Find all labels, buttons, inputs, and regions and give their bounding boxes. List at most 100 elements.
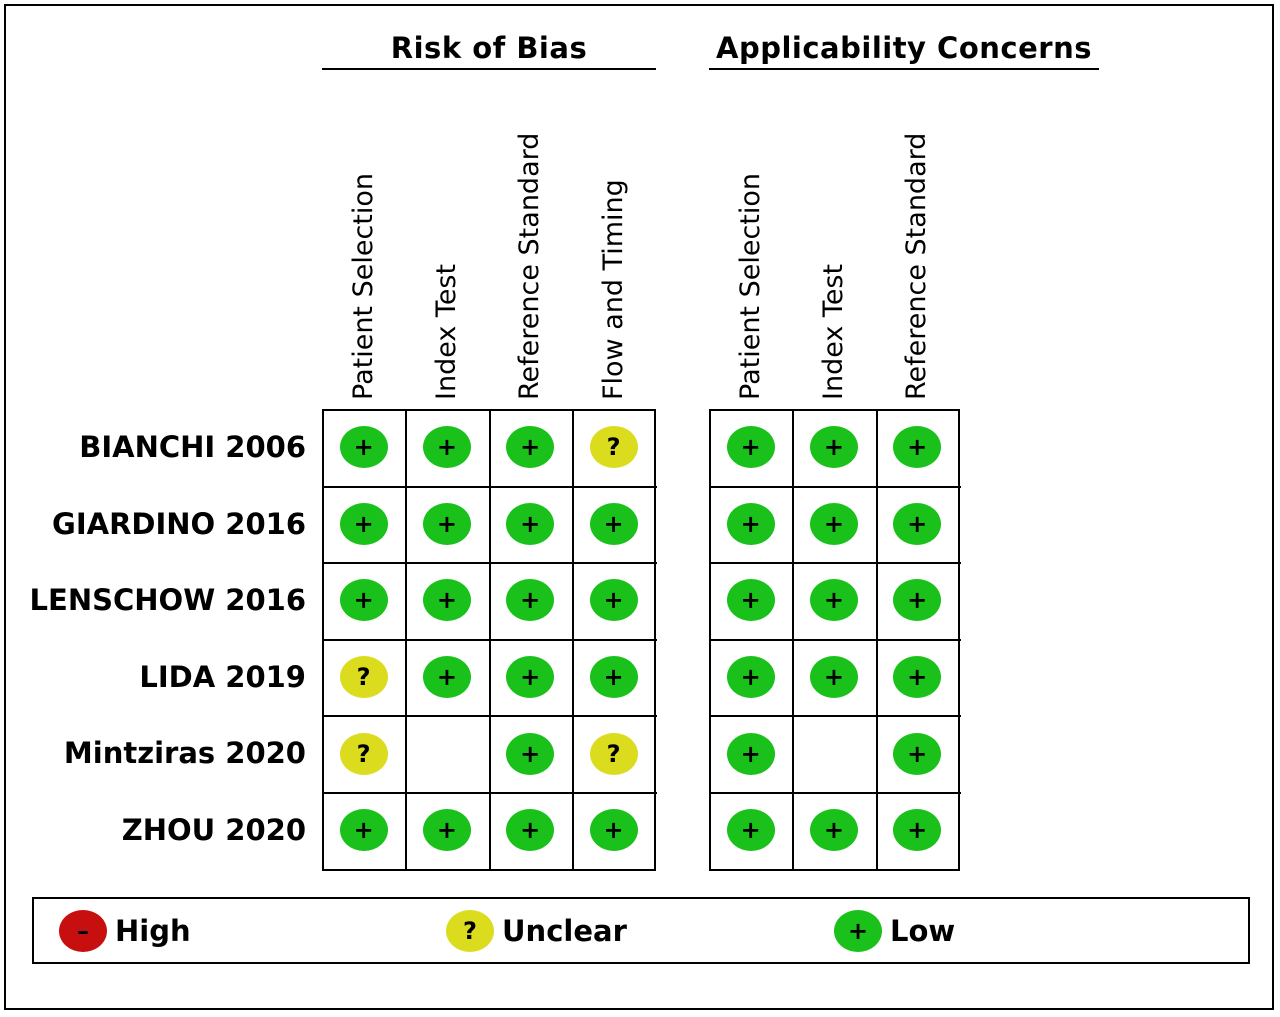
figure-border xyxy=(4,4,1274,1010)
judgement-unclear-icon-symbol: ? xyxy=(606,433,621,462)
applicability-cell: + xyxy=(711,717,795,794)
judgement-low-icon-symbol: + xyxy=(520,433,541,462)
judgement-low-icon-symbol: + xyxy=(740,433,761,462)
risk-of-bias-cell: + xyxy=(573,641,658,718)
judgement-low-icon: + xyxy=(726,502,775,545)
judgement-low-icon: + xyxy=(339,502,388,545)
risk-of-bias-cell: + xyxy=(407,487,491,565)
applicability-cell: + xyxy=(878,794,961,871)
judgement-low-icon: + xyxy=(726,656,775,699)
judgement-unclear-icon-symbol: ? xyxy=(606,739,621,768)
risk-of-bias-cell: + xyxy=(573,488,658,565)
applicability-cell: + xyxy=(711,487,795,565)
judgement-unclear-icon-symbol: ? xyxy=(356,739,371,768)
risk-of-bias-cell xyxy=(407,717,491,794)
applicability-cell: + xyxy=(711,564,795,641)
applicability-concerns-title: Applicability Concerns xyxy=(709,30,1099,70)
applicability-cell: + xyxy=(711,411,795,488)
judgement-low-icon: + xyxy=(726,732,775,775)
judgement-low-icon-symbol: + xyxy=(436,816,457,845)
judgement-low-icon-symbol: + xyxy=(823,509,844,538)
applicability-cell: + xyxy=(794,794,878,871)
legend-low-icon: + xyxy=(834,910,882,952)
column-header-label: Index Test xyxy=(817,263,849,400)
column-header-label: Patient Selection xyxy=(347,172,379,400)
judgement-low-icon: + xyxy=(893,809,942,852)
judgement-low-icon-symbol: + xyxy=(353,509,374,538)
applicability-cell: + xyxy=(877,411,961,488)
applicability-cell: + xyxy=(794,640,878,718)
applicability-cell: + xyxy=(794,564,878,641)
judgement-low-icon: + xyxy=(339,579,388,622)
column-header-label: Flow and Timing xyxy=(597,179,629,400)
judgement-unclear-icon: ? xyxy=(339,656,388,699)
applicability-concerns-underline xyxy=(709,68,1099,70)
judgement-low-icon: + xyxy=(726,809,775,852)
column-header-label: Index Test xyxy=(430,263,462,400)
legend-high-icon: – xyxy=(59,910,107,952)
risk-of-bias-underline xyxy=(322,68,656,70)
applicability-cell: + xyxy=(877,564,961,641)
judgement-low-icon-symbol: + xyxy=(520,663,541,692)
risk-of-bias-cell: + xyxy=(407,640,491,718)
judgement-low-icon: + xyxy=(809,502,858,545)
judgement-low-icon: + xyxy=(589,656,638,699)
judgement-low-icon-symbol: + xyxy=(603,509,624,538)
legend: – High? Unclear + Low xyxy=(32,897,1250,964)
judgement-low-icon-symbol: + xyxy=(740,663,761,692)
risk-of-bias-cell: + xyxy=(407,564,491,641)
risk-of-bias-cell: + xyxy=(490,487,574,565)
judgement-unclear-icon: ? xyxy=(339,732,388,775)
judgement-unclear-icon: ? xyxy=(589,426,638,469)
judgement-low-icon-symbol: + xyxy=(740,816,761,845)
judgement-low-icon: + xyxy=(893,732,942,775)
risk-of-bias-cell: ? xyxy=(573,717,658,794)
judgement-low-icon-symbol: + xyxy=(436,586,457,615)
judgement-low-icon-symbol: + xyxy=(353,433,374,462)
judgement-low-icon: + xyxy=(506,579,555,622)
judgement-low-icon-symbol: + xyxy=(603,816,624,845)
judgement-low-icon: + xyxy=(506,732,555,775)
study-label: LENSCHOW 2016 xyxy=(29,583,306,618)
judgement-low-icon-symbol: + xyxy=(353,586,374,615)
judgement-low-icon-symbol: + xyxy=(436,663,457,692)
judgement-low-icon: + xyxy=(422,656,471,699)
judgement-low-icon: + xyxy=(809,426,858,469)
judgement-low-icon-symbol: + xyxy=(520,816,541,845)
risk-of-bias-cell: + xyxy=(573,564,658,641)
study-label: ZHOU 2020 xyxy=(121,813,306,847)
judgement-low-icon-symbol: + xyxy=(603,586,624,615)
judgement-low-icon: + xyxy=(422,426,471,469)
legend-high-icon-symbol: – xyxy=(77,917,89,945)
risk-of-bias-title: Risk of Bias xyxy=(322,30,656,70)
judgement-low-icon-symbol: + xyxy=(823,816,844,845)
risk-of-bias-cell: + xyxy=(324,794,408,871)
column-header-label: Reference Standard xyxy=(514,132,546,400)
judgement-low-icon-symbol: + xyxy=(823,586,844,615)
legend-unclear-icon: ? xyxy=(446,910,494,952)
risk-of-bias-cell: + xyxy=(490,564,574,641)
risk-of-bias-cell: ? xyxy=(324,717,408,794)
judgement-low-icon: + xyxy=(893,656,942,699)
judgement-unclear-icon-symbol: ? xyxy=(356,663,371,692)
judgement-low-icon: + xyxy=(726,426,775,469)
judgement-low-icon: + xyxy=(339,809,388,852)
legend-unclear-icon-symbol: ? xyxy=(463,917,477,945)
risk-of-bias-cell: + xyxy=(490,640,574,718)
judgement-low-icon: + xyxy=(422,579,471,622)
judgement-low-icon-symbol: + xyxy=(907,433,928,462)
judgement-low-icon-symbol: + xyxy=(740,586,761,615)
risk-of-bias-cell: + xyxy=(324,564,408,641)
applicability-cell: + xyxy=(877,488,961,565)
judgement-low-icon-symbol: + xyxy=(436,509,457,538)
judgement-low-icon-symbol: + xyxy=(353,816,374,845)
judgement-low-icon: + xyxy=(809,579,858,622)
applicability-cell: + xyxy=(877,717,961,794)
study-label: BIANCHI 2006 xyxy=(79,430,306,464)
risk-of-bias-cell: + xyxy=(491,794,574,871)
applicability-cell: + xyxy=(711,640,795,718)
applicability-concerns-grid: + + + + + + + + + + + + + + + + + xyxy=(709,409,961,871)
risk-of-bias-cell: + xyxy=(490,717,574,794)
study-label: Mintziras 2020 xyxy=(63,736,306,771)
